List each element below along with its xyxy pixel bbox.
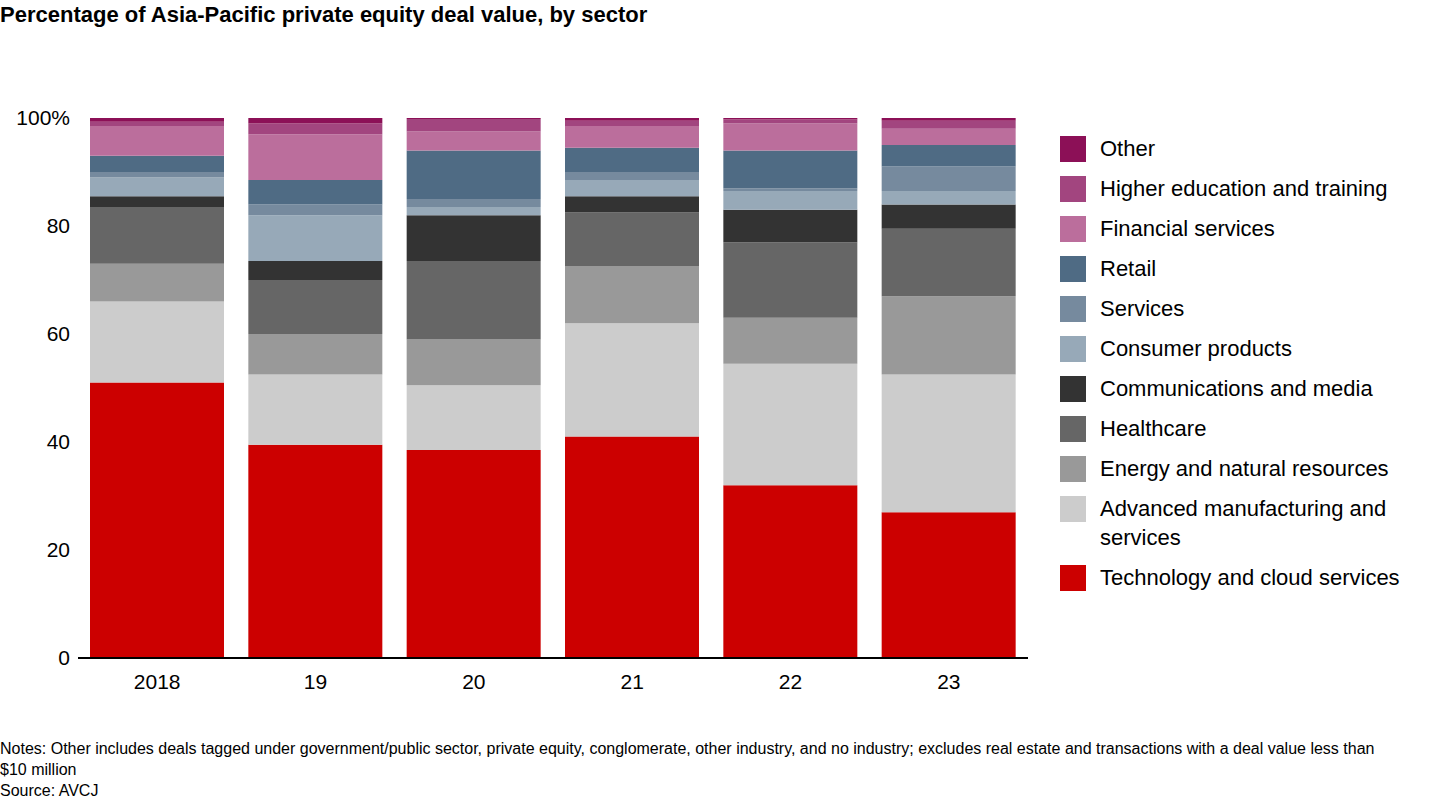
html-text:Financial services: Financial services bbox=[1100, 216, 1275, 241]
html-text:Technology and cloud services: Technology and cloud services bbox=[1100, 565, 1400, 590]
html-text:Source: AVCJ: Source: AVCJ bbox=[0, 782, 99, 799]
html-text:Healthcare: Healthcare bbox=[1100, 416, 1207, 441]
svg-text:2018: 2018 bbox=[134, 670, 181, 693]
svg-text:23: 23 bbox=[937, 670, 960, 693]
svg-text:60: 60 bbox=[47, 322, 70, 345]
svg-text:20: 20 bbox=[462, 670, 485, 693]
svg-text:19: 19 bbox=[304, 670, 327, 693]
html-text:Energy and natural resources: Energy and natural resources bbox=[1100, 456, 1389, 481]
svg-text:22: 22 bbox=[779, 670, 802, 693]
html-text:Services: Services bbox=[1100, 296, 1185, 321]
svg-text:21: 21 bbox=[620, 670, 643, 693]
html-text:Other: Other bbox=[1100, 136, 1155, 161]
html-text:Percentage of Asia-Pacific pri: Percentage of Asia-Pacific private equit… bbox=[0, 2, 648, 27]
svg-text:20: 20 bbox=[47, 538, 70, 561]
html-text:Consumer products: Consumer products bbox=[1100, 336, 1292, 361]
html-text:Communications and media: Communications and media bbox=[1100, 376, 1373, 401]
html-text:Notes: Other includes deals ta: Notes: Other includes deals tagged under… bbox=[0, 740, 1375, 778]
svg-text:80: 80 bbox=[47, 214, 70, 237]
svg-text:100%: 100% bbox=[16, 106, 70, 129]
svg-text:40: 40 bbox=[47, 430, 70, 453]
svg-text:0: 0 bbox=[58, 646, 70, 669]
html-text:Higher education and training: Higher education and training bbox=[1100, 176, 1388, 201]
html-text:Retail: Retail bbox=[1100, 256, 1157, 281]
html-text:Advanced manufacturing and ser: Advanced manufacturing and services bbox=[1100, 496, 1387, 550]
